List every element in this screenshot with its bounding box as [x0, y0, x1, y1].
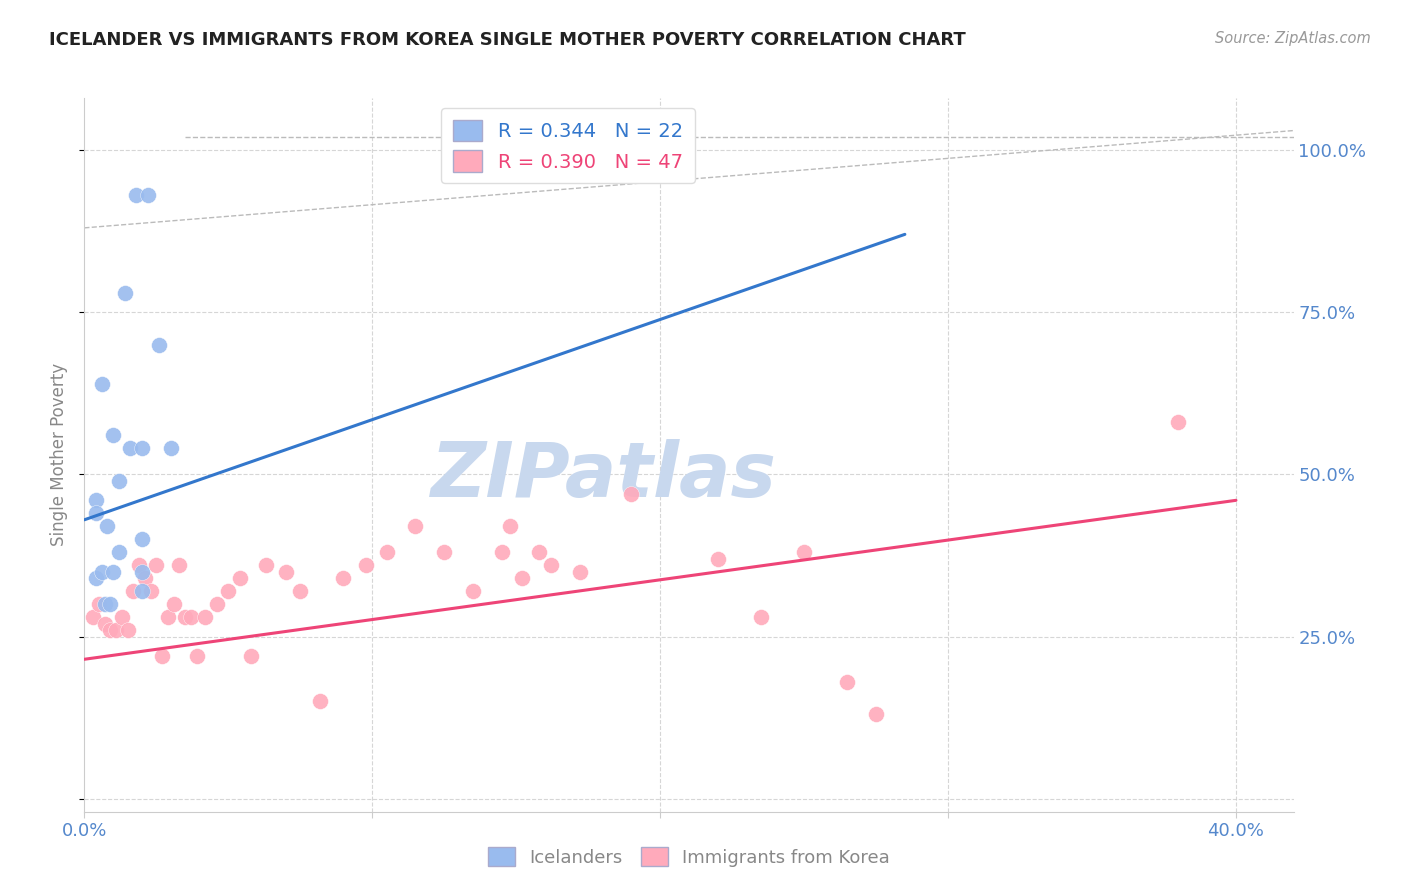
Point	[529, 545, 551, 559]
Point	[837, 675, 859, 690]
Point	[229, 571, 252, 585]
Point	[136, 188, 159, 202]
Point	[145, 558, 167, 573]
Point	[108, 545, 131, 559]
Point	[84, 571, 107, 585]
Point	[150, 648, 173, 663]
Point	[180, 610, 202, 624]
Point	[122, 584, 145, 599]
Legend: Icelanders, Immigrants from Korea: Icelanders, Immigrants from Korea	[481, 840, 897, 874]
Point	[82, 610, 104, 624]
Point	[87, 597, 110, 611]
Point	[404, 519, 426, 533]
Point	[274, 565, 297, 579]
Point	[131, 584, 153, 599]
Point	[90, 565, 112, 579]
Point	[117, 623, 139, 637]
Point	[134, 571, 156, 585]
Point	[332, 571, 354, 585]
Text: ZIPatlas: ZIPatlas	[432, 440, 778, 513]
Point	[159, 442, 181, 456]
Point	[131, 533, 153, 547]
Point	[491, 545, 513, 559]
Point	[108, 474, 131, 488]
Point	[510, 571, 533, 585]
Point	[96, 519, 118, 533]
Point	[98, 597, 121, 611]
Point	[93, 597, 115, 611]
Point	[254, 558, 277, 573]
Point	[217, 584, 239, 599]
Point	[194, 610, 217, 624]
Point	[706, 551, 728, 566]
Point	[186, 648, 208, 663]
Point	[290, 584, 312, 599]
Point	[131, 442, 153, 456]
Point	[139, 584, 162, 599]
Point	[499, 519, 522, 533]
Point	[169, 558, 191, 573]
Point	[90, 376, 112, 391]
Point	[156, 610, 179, 624]
Text: Source: ZipAtlas.com: Source: ZipAtlas.com	[1215, 31, 1371, 46]
Point	[793, 545, 815, 559]
Point	[105, 623, 128, 637]
Point	[125, 188, 148, 202]
Point	[114, 285, 136, 300]
Point	[309, 694, 332, 708]
Point	[148, 337, 170, 351]
Point	[620, 487, 643, 501]
Point	[111, 610, 134, 624]
Point	[1167, 416, 1189, 430]
Point	[375, 545, 398, 559]
Point	[93, 616, 115, 631]
Point	[84, 493, 107, 508]
Point	[433, 545, 456, 559]
Point	[749, 610, 772, 624]
Point	[174, 610, 197, 624]
Point	[865, 707, 887, 722]
Point	[356, 558, 378, 573]
Point	[120, 442, 142, 456]
Point	[98, 623, 121, 637]
Point	[205, 597, 228, 611]
Point	[128, 558, 150, 573]
Point	[162, 597, 184, 611]
Point	[131, 565, 153, 579]
Text: ICELANDER VS IMMIGRANTS FROM KOREA SINGLE MOTHER POVERTY CORRELATION CHART: ICELANDER VS IMMIGRANTS FROM KOREA SINGL…	[49, 31, 966, 49]
Point	[101, 565, 124, 579]
Point	[240, 648, 263, 663]
Point	[568, 565, 591, 579]
Point	[461, 584, 484, 599]
Point	[540, 558, 562, 573]
Point	[84, 506, 107, 520]
Point	[101, 428, 124, 442]
Y-axis label: Single Mother Poverty: Single Mother Poverty	[51, 363, 69, 547]
